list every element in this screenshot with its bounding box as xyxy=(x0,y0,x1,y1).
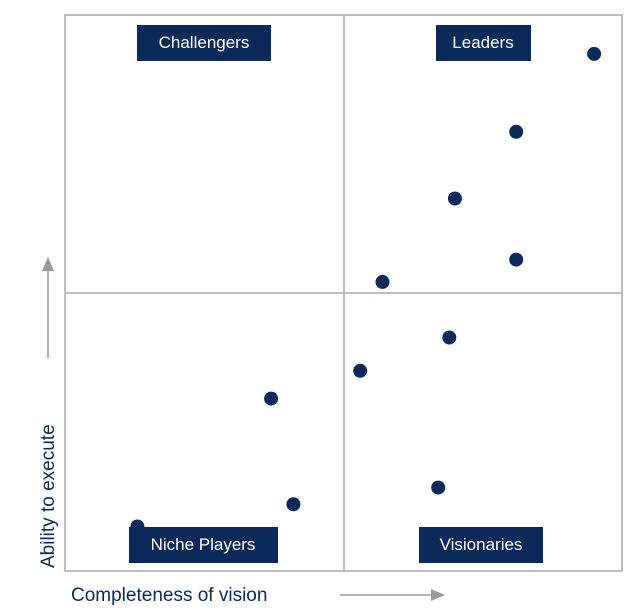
quadrant-label-challengers: Challengers xyxy=(137,25,271,61)
quadrant-label-challengers-bg xyxy=(137,25,271,61)
data-point-10 xyxy=(286,497,301,512)
data-point-6 xyxy=(442,330,457,345)
y-axis-label: Ability to execute xyxy=(38,424,59,568)
data-points xyxy=(130,46,602,534)
quadrant-label-leaders-text: Leaders xyxy=(452,33,513,52)
data-point-9 xyxy=(431,480,446,495)
quadrant-label-leaders: Leaders xyxy=(436,25,531,61)
quadrant-label-leaders-bg xyxy=(436,25,531,61)
quadrant-label-visionaries-text: Visionaries xyxy=(440,535,523,554)
data-point-2 xyxy=(509,124,524,139)
data-point-11 xyxy=(130,519,145,534)
quadrant-label-niche-players: Niche Players xyxy=(129,527,278,563)
quadrant-label-visionaries: Visionaries xyxy=(419,527,543,563)
data-point-5 xyxy=(375,274,390,289)
x-axis-label: Completeness of vision xyxy=(71,585,267,606)
x-axis-arrowhead-icon xyxy=(431,589,445,601)
data-point-1 xyxy=(587,46,602,61)
quadrant-label-niche-players-bg xyxy=(129,527,278,563)
data-point-8 xyxy=(264,391,279,406)
quadrant-label-challengers-text: Challengers xyxy=(159,33,250,52)
quadrant-label-visionaries-bg xyxy=(419,527,543,563)
y-axis-arrowhead-icon xyxy=(42,257,54,271)
data-point-7 xyxy=(353,363,368,378)
data-point-4 xyxy=(509,252,524,267)
quadrant-label-niche-players-text: Niche Players xyxy=(151,535,256,554)
data-point-3 xyxy=(447,191,462,206)
